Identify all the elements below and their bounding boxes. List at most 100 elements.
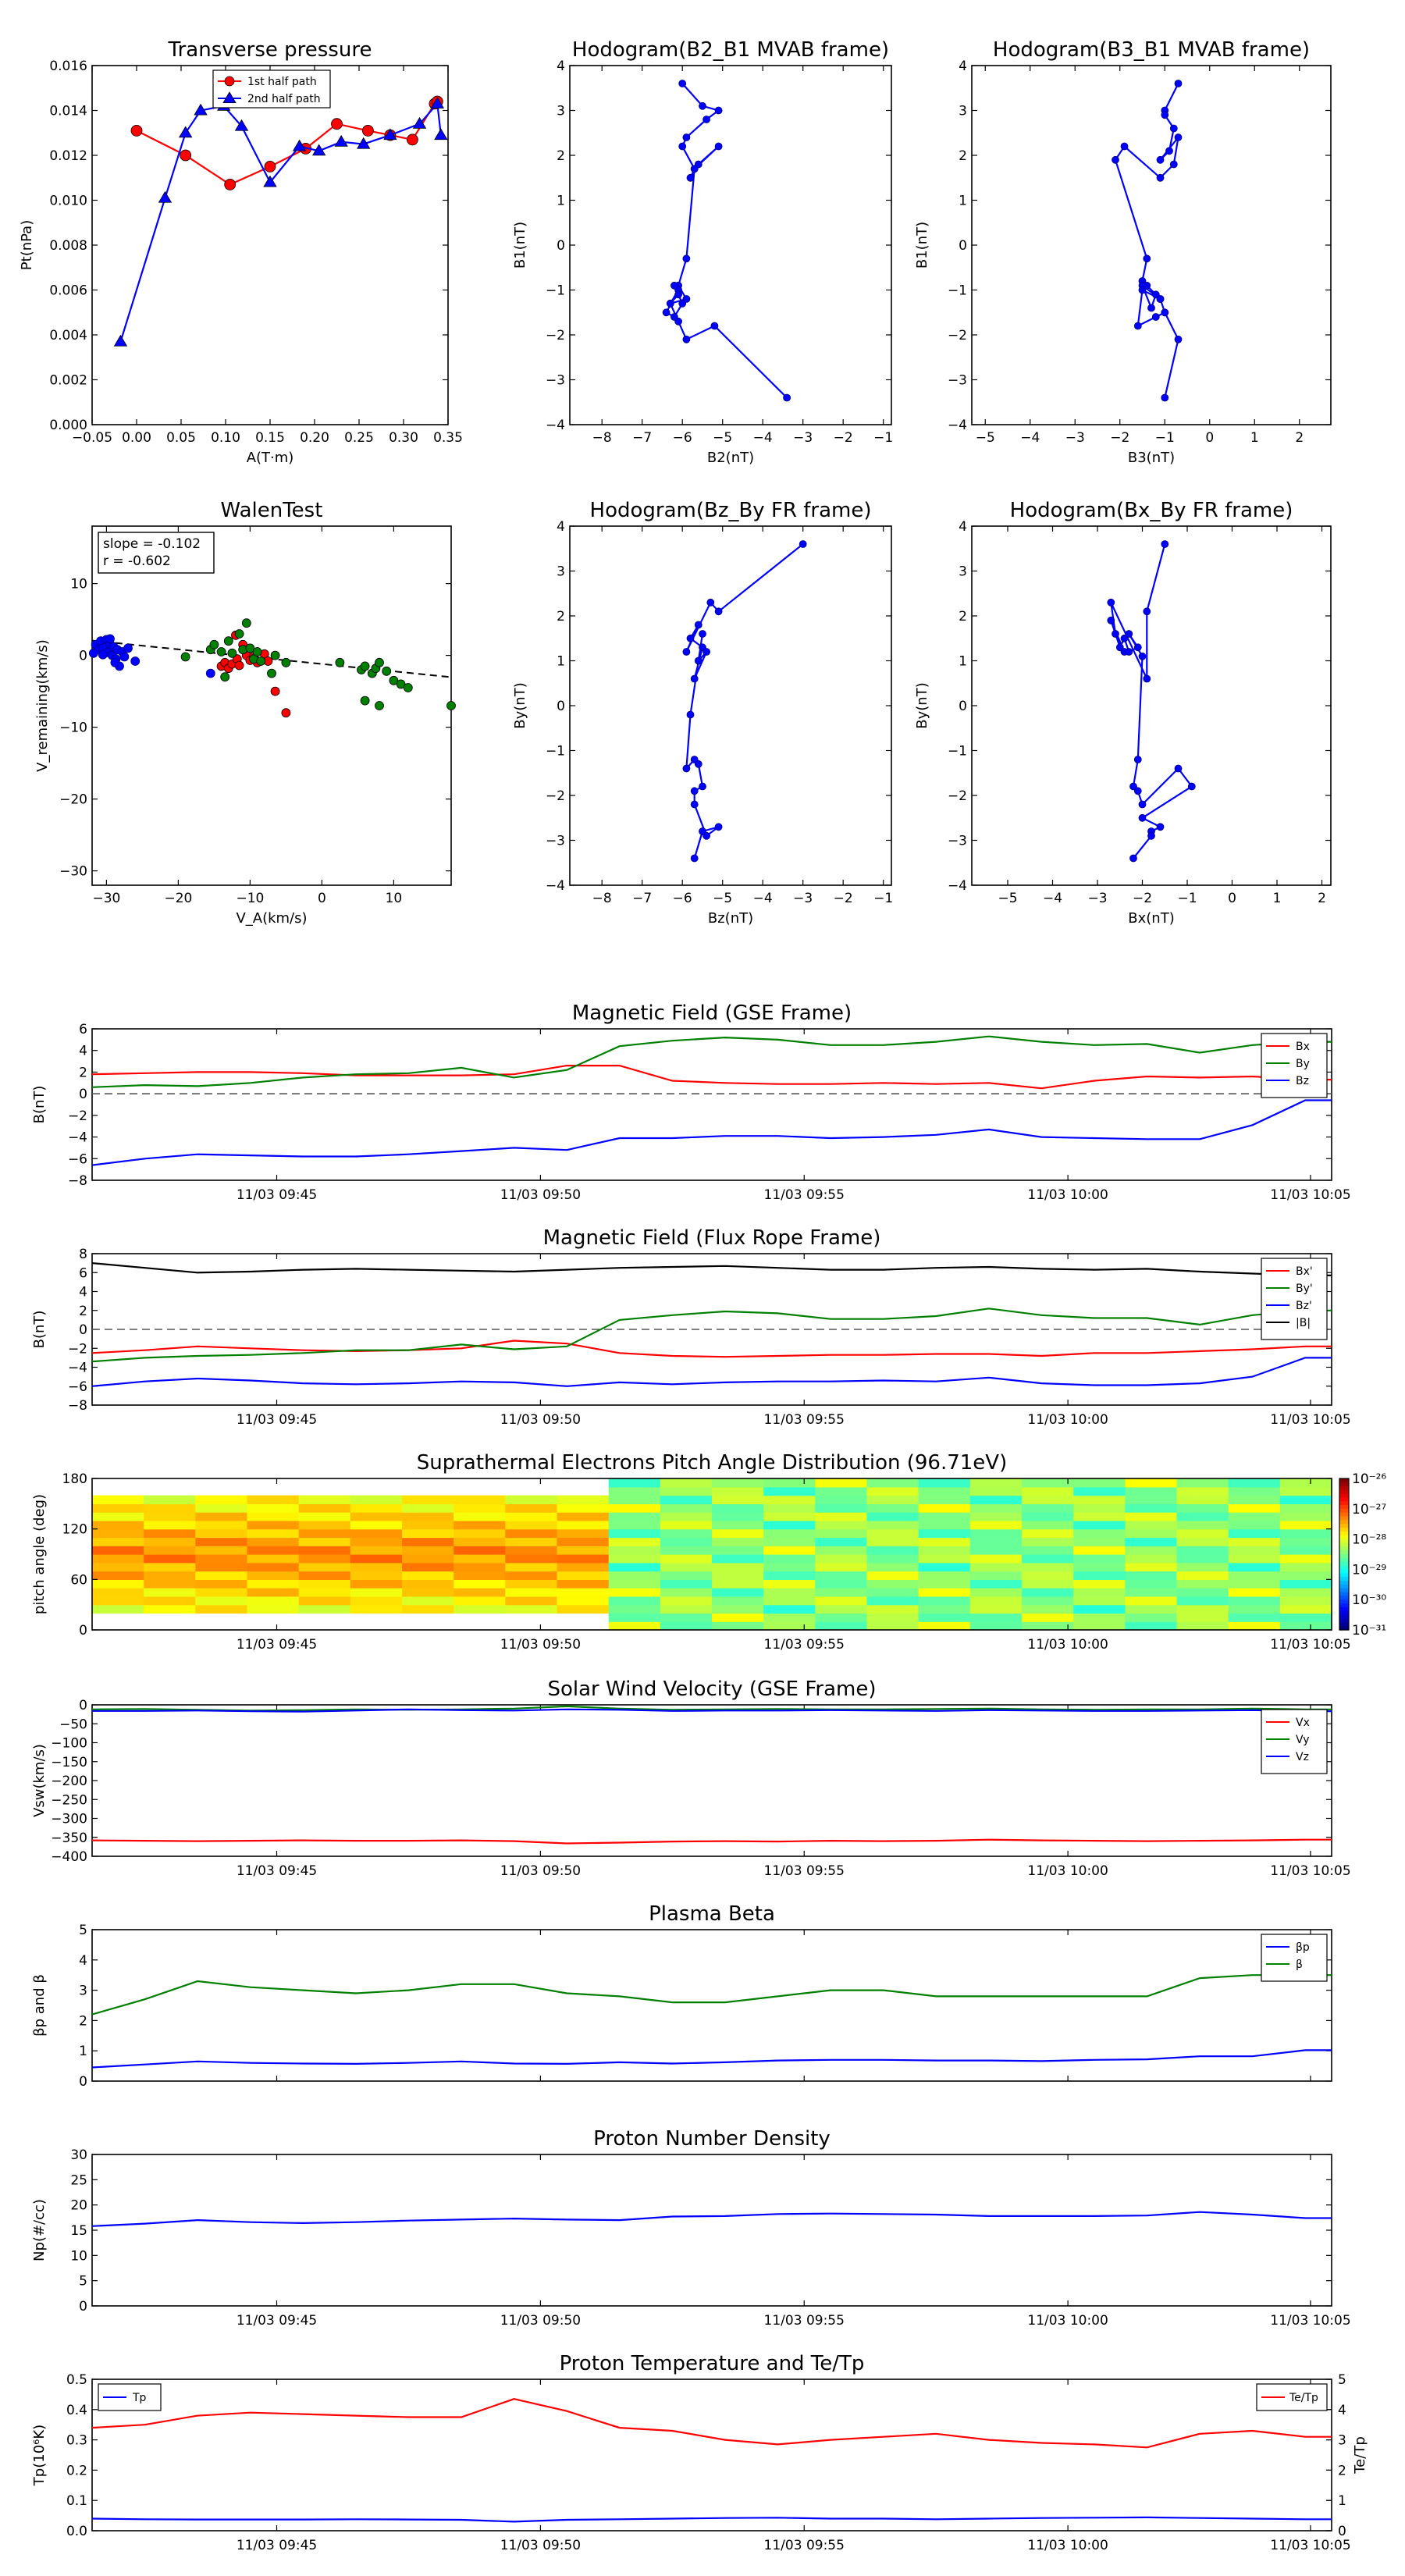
data-point [263,175,277,187]
data-point [702,648,710,656]
heatmap-cell [454,1495,506,1504]
data-point [1129,782,1137,791]
heatmap-cell [557,1554,610,1564]
x-tick-label: 11/03 10:00 [1027,2313,1108,2329]
x-tick-label: −2 [834,430,853,446]
heatmap-cell [402,1528,454,1539]
data-point [1115,643,1124,652]
data-point [678,299,687,308]
heatmap-cell [505,1520,558,1530]
data-point [706,598,715,607]
scatter-point [216,647,226,656]
data-point [714,142,723,151]
data-point [1138,813,1147,822]
colorbar-cell [1339,1557,1349,1563]
heatmap-cell [1125,1613,1178,1622]
y-tick-label: 4 [79,1953,87,1969]
x-tick-label: −10 [236,891,264,906]
y-tick-label: 4 [959,59,967,74]
heatmap-cell [298,1546,351,1555]
heatmap-cell [557,1503,610,1513]
legend-box [1261,1709,1328,1774]
scatter-point [110,657,120,667]
heatmap-cell [247,1495,300,1504]
scatter-point [234,660,244,671]
x-tick-label: −30 [92,891,120,906]
x-tick-label: 2 [1318,891,1326,906]
heatmap-cell [1022,1478,1074,1488]
heatmap-cell [402,1537,454,1546]
y-tick-label: −3 [948,834,967,849]
heatmap-cell [815,1520,868,1530]
scatter-point [205,668,215,678]
heatmap-cell [1279,1596,1332,1606]
colorbar-cell [1339,1588,1349,1593]
colorbar-cell [1339,1493,1349,1498]
heatmap-cell [1228,1495,1281,1504]
y-axis-label: B1(nT) [914,222,930,269]
chart-title: Solar Wind Velocity (GSE Frame) [547,1678,876,1701]
legend-label: Vz [1296,1751,1309,1763]
legend-label: Vx [1296,1717,1310,1729]
scatter-point [180,652,190,662]
y-tick-label: −50 [59,1717,87,1732]
heatmap-cell [918,1562,971,1572]
y-tick-label: 6 [79,1022,87,1037]
colorbar-tick-label: 10⁻²⁸ [1352,1532,1386,1548]
series-line [91,1357,1332,1387]
heatmap-cell [1176,1537,1229,1546]
data-point [1174,133,1183,141]
data-point [1161,540,1169,548]
data-point [694,656,702,665]
x-tick-label: 11/03 10:00 [1027,1187,1108,1203]
x-tick-label: 11/03 09:55 [764,1412,845,1428]
x-tick-label: 11/03 10:00 [1027,1637,1108,1653]
heatmap-cell [969,1604,1023,1614]
heatmap-cell [1073,1588,1126,1597]
data-point [1156,155,1165,164]
series-line [1110,543,1193,859]
data-point [690,787,699,795]
heatmap-cell [712,1537,764,1546]
heatmap-cell [763,1537,816,1546]
data-point [682,133,691,141]
x-axis-label: Bx(nT) [1128,910,1174,927]
heatmap-cell [1176,1571,1229,1580]
heatmap-cell [866,1537,919,1546]
heatmap-cell [712,1596,764,1606]
heatmap-cell [1228,1562,1281,1572]
heatmap-cell [969,1579,1023,1589]
colorbar-cell [1339,1569,1349,1574]
colorbar-cell [1339,1581,1349,1585]
legend-label: 2nd half path [247,93,321,105]
x-tick-label: −5 [998,891,1017,906]
x-tick-label: 11/03 09:55 [764,1863,845,1879]
x-tick-label: 11/03 10:05 [1270,2538,1350,2553]
y-tick-label: −6 [68,1151,87,1167]
x-tick-label: 10 [386,891,403,906]
heatmap-cell [505,1503,558,1513]
colorbar-cell [1339,1497,1349,1502]
colorbar-cell [1339,1485,1349,1491]
x-tick-label: −20 [164,891,192,906]
heatmap-cell [557,1528,610,1539]
heatmap-cell [92,1546,144,1555]
y-tick-label: −3 [948,373,967,389]
heatmap-cell [1279,1495,1332,1504]
data-point [686,173,695,182]
chart-title: Proton Temperature and Te/Tp [560,2352,865,2375]
heatmap-cell [1125,1546,1178,1555]
heatmap-cell [763,1478,816,1488]
heatmap-cell [608,1478,661,1488]
heatmap-cell [1176,1596,1229,1606]
colorbar-frame [1339,1478,1350,1631]
heatmap-cell [969,1546,1023,1555]
y-tick-label: 1 [557,194,565,209]
heatmap-cell [402,1546,454,1555]
scatter-point [130,656,140,666]
scatter-point [335,657,345,667]
x-tick-label: −5 [713,891,732,906]
heatmap-cell [763,1596,816,1606]
heatmap-cell [92,1562,144,1572]
heatmap-cell [1125,1554,1178,1564]
